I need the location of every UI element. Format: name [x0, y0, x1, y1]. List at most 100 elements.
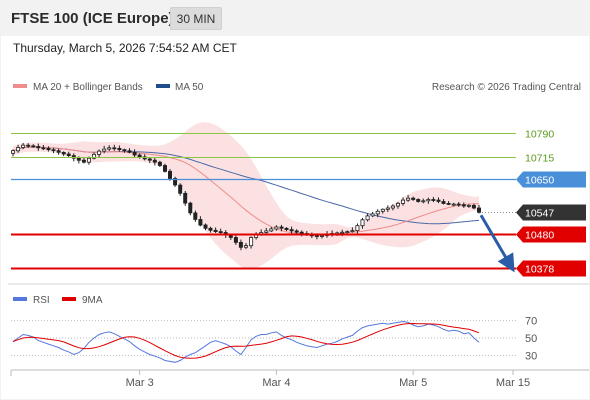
candle-body	[233, 237, 238, 243]
current-price-tag	[516, 204, 586, 221]
candle-body	[173, 178, 178, 186]
candle-body	[193, 212, 198, 220]
candle-body	[411, 197, 416, 200]
ma20-legend-label: MA 20 + Bollinger Bands	[33, 82, 143, 93]
candle-body	[461, 204, 466, 207]
candle-body	[274, 226, 279, 230]
candle-body	[289, 229, 294, 232]
candle-body	[441, 201, 446, 204]
price-chart	[10, 122, 481, 270]
candle-body	[264, 230, 269, 233]
candle-body	[81, 159, 86, 163]
candle-body	[426, 199, 431, 202]
rsi-ma-line	[12, 322, 480, 359]
candle-body	[162, 165, 167, 172]
rsi-tick-label-70: 70	[525, 316, 537, 328]
datetime-label: Thursday, March 5, 2026 7:54:52 AM CET	[13, 41, 237, 55]
timeframe-button[interactable]: 30 MIN	[170, 7, 222, 30]
candle-body	[249, 237, 254, 247]
candle-body	[10, 150, 15, 154]
resistance-label: 10715	[525, 153, 554, 165]
level-resistance-10790: 10790	[11, 129, 554, 141]
candle-body	[66, 153, 71, 157]
support-tag	[516, 260, 586, 277]
candle-body	[238, 241, 243, 248]
candle-body	[183, 192, 188, 204]
candle-body	[36, 146, 41, 149]
candle-body	[152, 159, 157, 163]
candle-body	[243, 245, 248, 248]
candle-body	[76, 157, 81, 161]
candle-body	[21, 144, 26, 148]
candle-body	[203, 224, 208, 229]
bollinger-band	[13, 122, 479, 270]
rsi-legend-swatch	[13, 297, 27, 301]
rsi-ma-legend-swatch	[62, 297, 76, 301]
ma20-line	[12, 146, 480, 236]
rsi-legend: RSI 9MA	[13, 295, 103, 306]
candle-body	[375, 210, 380, 215]
candle-body	[436, 199, 441, 202]
candle-body	[476, 207, 481, 213]
candle-body	[157, 161, 162, 166]
rsi-chart: 70 50 30	[11, 316, 537, 363]
candle-body	[107, 147, 112, 150]
candle-body	[26, 144, 31, 147]
candle-body	[97, 150, 102, 155]
support-tag	[516, 226, 586, 243]
support-label: 10480	[525, 230, 554, 242]
candle-body	[122, 149, 127, 152]
candle-body	[360, 219, 365, 227]
candle-body	[284, 227, 289, 231]
candle-body	[87, 157, 92, 163]
candle-body	[56, 150, 61, 153]
candle-body	[456, 203, 461, 206]
candle-body	[319, 235, 324, 237]
resistance-label: 10790	[525, 129, 554, 141]
candle-body	[395, 202, 400, 207]
candle-body	[46, 147, 51, 151]
candle-body	[102, 148, 107, 152]
candle-body	[218, 231, 223, 234]
rsi-tick-label-50: 50	[525, 333, 537, 345]
level-resistance-10715: 10715	[11, 153, 554, 165]
copyright-label: Research © 2026 Trading Central	[432, 82, 581, 93]
candle-body	[92, 153, 97, 159]
level-support-10480: 10480	[11, 226, 586, 243]
x-tick-label: Mar 5	[399, 377, 427, 389]
candle-body	[147, 158, 152, 161]
rsi-tick-label-30: 30	[525, 350, 537, 362]
candle-body	[421, 200, 426, 203]
level-pivot-10650: 10650	[11, 171, 586, 188]
candle-body	[208, 227, 213, 231]
candle-body	[127, 150, 132, 153]
support-label: 10378	[525, 264, 554, 276]
pivot-tag	[516, 171, 586, 188]
candle-body	[466, 204, 471, 207]
candle-body	[16, 147, 21, 152]
candle-body	[299, 231, 304, 234]
ma50-legend-swatch	[156, 84, 170, 88]
rsi-legend-label: RSI	[33, 295, 50, 306]
candle-body	[41, 147, 46, 150]
candle-body	[365, 215, 370, 221]
candle-body	[213, 229, 218, 233]
ma50-legend-label: MA 50	[175, 82, 204, 93]
price-legend: MA 20 + Bollinger Bands MA 50 Research ©…	[13, 82, 581, 93]
candle-body	[71, 155, 76, 159]
candle-body	[355, 225, 360, 231]
candle-body	[269, 228, 274, 232]
x-axis: Mar 3 Mar 4 Mar 5 Mar 15	[10, 369, 589, 389]
candle-body	[51, 149, 56, 152]
candle-body	[167, 170, 172, 179]
candle-body	[385, 207, 390, 210]
pivot-label: 10650	[525, 175, 554, 187]
candle-body	[431, 199, 436, 201]
candle-body	[446, 202, 451, 205]
candle-body	[471, 204, 476, 209]
candle-body	[314, 235, 319, 237]
x-tick-label: Mar 4	[262, 377, 290, 389]
candle-body	[198, 219, 203, 226]
